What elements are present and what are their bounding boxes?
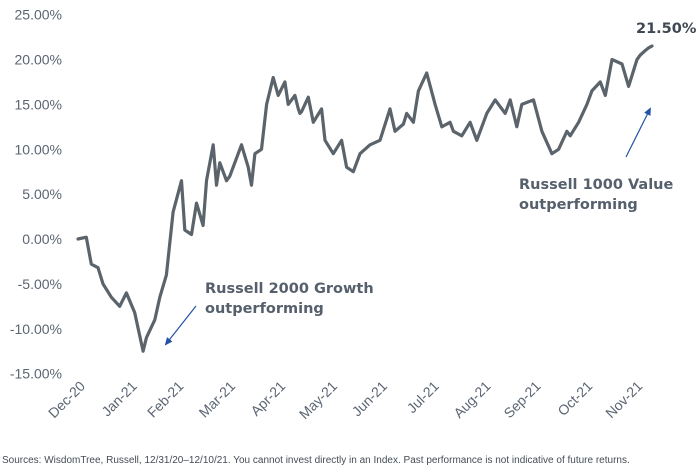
x-tick-label: Nov-21 xyxy=(602,378,645,421)
y-tick-label: 5.00% xyxy=(22,186,62,202)
x-tick-label: Dec-20 xyxy=(45,378,88,421)
x-tick-label: Apr-21 xyxy=(247,378,288,419)
annotation-russell-1000-value: Russell 1000 Value outperforming xyxy=(519,177,678,213)
source-footnote: Sources: WisdomTree, Russell, 12/31/20–1… xyxy=(2,455,630,466)
x-tick-label: Jan-21 xyxy=(98,378,140,420)
annotation-russell-2000-growth: Russell 2000 Growth outperforming xyxy=(205,281,379,317)
series-line xyxy=(76,44,654,353)
x-axis-tick-labels: Dec-20 Jan-21 Feb-21 Mar-21 Apr-21 May-21 Jun-… xyxy=(45,378,646,422)
y-tick-label: 10.00% xyxy=(15,141,62,157)
x-tick-label: Jun-21 xyxy=(349,378,391,420)
y-tick-label: 25.00% xyxy=(15,7,62,23)
y-tick-label: 0.00% xyxy=(22,231,62,247)
arrow-annotation-left xyxy=(164,305,197,346)
y-tick-label: 15.00% xyxy=(15,96,62,112)
x-tick-label: Mar-21 xyxy=(196,378,239,421)
y-tick-label: -15.00% xyxy=(10,366,62,382)
y-axis-tick-labels: 25.00% 20.00% 15.00% 10.00% 5.00% 0.00% -5.00%… xyxy=(10,7,62,382)
y-tick-label: 20.00% xyxy=(15,52,62,68)
y-tick-label: -5.00% xyxy=(18,276,62,292)
y-tick-label: -10.00% xyxy=(10,321,62,337)
x-tick-label: May-21 xyxy=(296,378,340,422)
x-tick-label: Jul-21 xyxy=(404,378,442,416)
end-value-label: 21.50% xyxy=(636,21,697,37)
x-tick-label: Sep-21 xyxy=(500,378,543,421)
x-tick-label: Oct-21 xyxy=(554,378,595,419)
arrow-annotation-right xyxy=(625,107,651,158)
x-tick-label: Aug-21 xyxy=(450,378,493,421)
x-tick-label: Feb-21 xyxy=(144,378,187,421)
